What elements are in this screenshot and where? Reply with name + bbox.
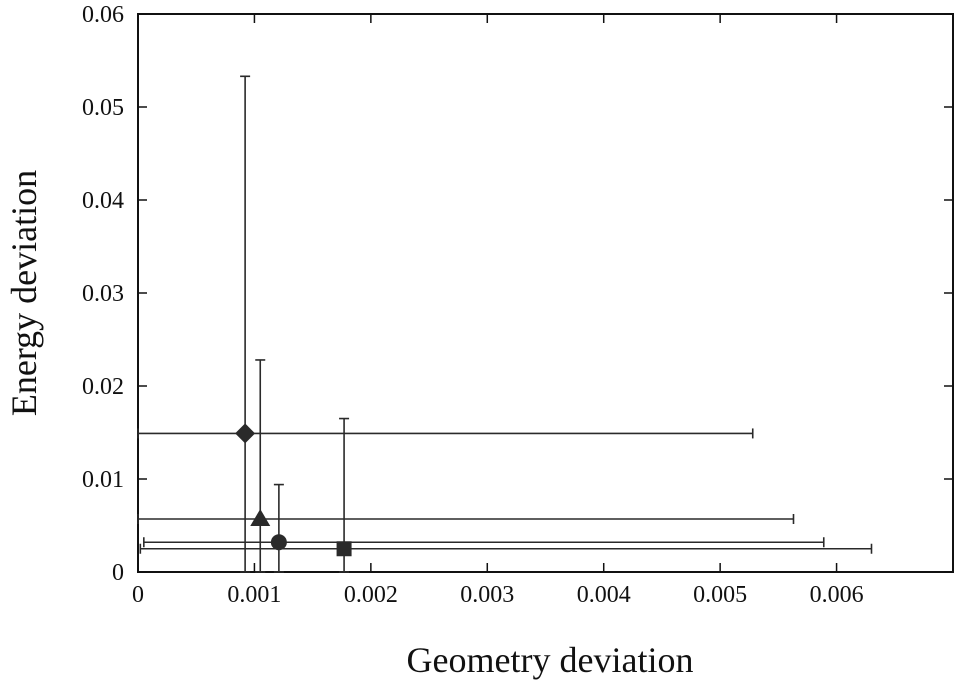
y-tick-label: 0.04 [82, 188, 124, 214]
x-tick-label: 0.005 [693, 582, 747, 608]
triangle-marker [250, 508, 271, 526]
data-markers [235, 423, 352, 557]
x-tick-label: 0.001 [227, 582, 281, 608]
square-marker [336, 541, 352, 557]
y-tick-label: 0.01 [82, 467, 124, 493]
y-tick-label: 0.03 [82, 281, 124, 307]
diamond-marker [235, 423, 256, 444]
y-tick-label: 0.02 [82, 374, 124, 400]
circle-marker [270, 534, 287, 551]
x-tick-label: 0.003 [460, 582, 514, 608]
x-tick-label: 0.002 [344, 582, 398, 608]
x-axis-title: Geometry deviation [407, 640, 694, 680]
error-bars [137, 75, 873, 573]
x-tick-label: 0.006 [810, 582, 864, 608]
y-tick-label: 0.05 [82, 95, 124, 121]
y-axis-title: Energy deviation [4, 170, 44, 416]
x-tick-label: 0 [132, 582, 144, 608]
y-tick-label: 0 [112, 560, 124, 586]
x-axis-ticks: 0 0.001 0.002 0.003 0.004 0.005 0.006 [132, 14, 864, 608]
y-axis-ticks: 0 0.01 0.02 0.03 0.04 0.05 0.06 [82, 2, 953, 586]
x-tick-label: 0.004 [577, 582, 631, 608]
y-tick-label: 0.06 [82, 2, 124, 28]
